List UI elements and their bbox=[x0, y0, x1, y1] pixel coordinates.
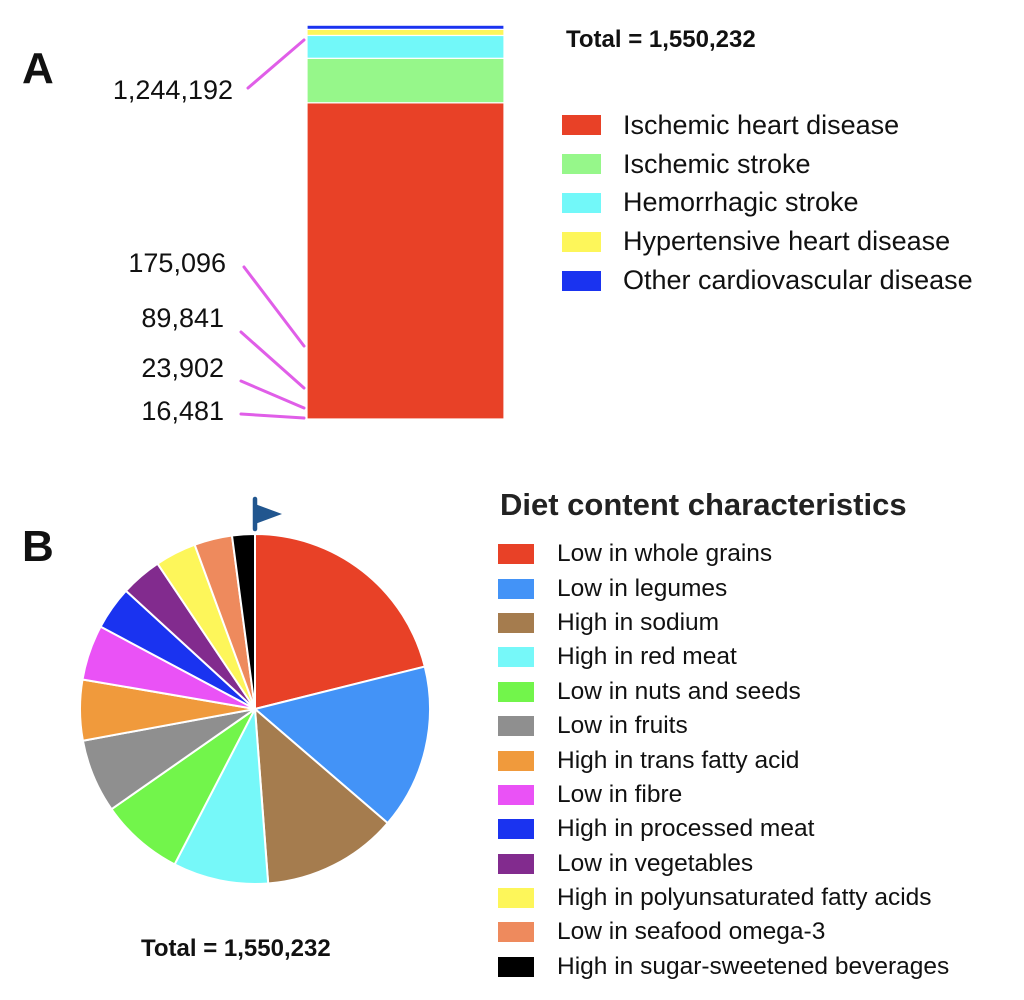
bar-chart-total: Total = 1,550,232 bbox=[566, 26, 756, 53]
legend-swatch bbox=[498, 819, 534, 840]
legend-swatch bbox=[498, 922, 534, 943]
legend-item-ischemic-heart-disease: Ischemic heart disease bbox=[562, 106, 973, 145]
legend-label: High in sodium bbox=[557, 608, 720, 636]
legend-swatch bbox=[498, 681, 534, 702]
legend-label: High in sugar-sweetened beverages bbox=[557, 952, 950, 980]
legend-swatch bbox=[498, 888, 534, 909]
bar-segment-hemorrhagic-stroke bbox=[306, 34, 505, 59]
legend-item-low-in-vegetables: Low in vegetables bbox=[498, 847, 949, 881]
legend-label: Low in legumes bbox=[557, 574, 728, 602]
legend-item-low-in-whole-grains: Low in whole grains bbox=[498, 537, 949, 571]
legend-label: Low in seafood omega-3 bbox=[557, 918, 826, 946]
value-label-ischemic-stroke: 175,096 bbox=[128, 248, 226, 278]
legend-swatch bbox=[498, 544, 534, 565]
legend-label: Hypertensive heart disease bbox=[623, 226, 951, 257]
legend-label: Ischemic stroke bbox=[623, 148, 811, 179]
legend-item-ischemic-stroke: Ischemic stroke bbox=[562, 145, 973, 184]
legend-label: High in trans fatty acid bbox=[557, 746, 800, 774]
legend-swatch bbox=[498, 716, 534, 737]
value-label-hypertensive-heart-disease: 23,902 bbox=[141, 353, 224, 383]
legend-swatch bbox=[562, 154, 601, 175]
legend-item-high-in-polyunsaturated-fatty-acids: High in polyunsaturated fatty acids bbox=[498, 881, 949, 915]
bar-segment-ischemic-stroke bbox=[306, 57, 505, 104]
legend-swatch bbox=[498, 853, 534, 874]
legend-swatch bbox=[562, 192, 601, 213]
legend-item-high-in-sugar-sweetened-beverages: High in sugar-sweetened beverages bbox=[498, 950, 949, 984]
legend-swatch bbox=[498, 647, 534, 668]
pie-slice-high-in-red-meat bbox=[173, 708, 270, 885]
panel-label-b: B bbox=[22, 522, 54, 571]
legend-label: High in polyunsaturated fatty acids bbox=[557, 884, 932, 912]
legend-item-hypertensive-heart-disease: Hypertensive heart disease bbox=[562, 222, 973, 261]
legend-label: High in red meat bbox=[557, 643, 737, 671]
pie-slice-high-in-sugar-sweetened-beverages bbox=[230, 533, 256, 710]
legend-label: Low in fruits bbox=[557, 712, 688, 740]
legend-label: Low in nuts and seeds bbox=[557, 677, 801, 705]
value-label-other-cardiovascular-disease: 16,481 bbox=[141, 396, 224, 426]
legend-item-low-in-legumes: Low in legumes bbox=[498, 571, 949, 605]
legend-label: Low in vegetables bbox=[557, 849, 754, 877]
legend-item-other-cardiovascular-disease: Other cardiovascular disease bbox=[562, 261, 973, 300]
legend-swatch bbox=[498, 956, 534, 977]
legend-item-high-in-processed-meat: High in processed meat bbox=[498, 812, 949, 846]
pie-chart-legend: Low in whole grains Low in legumes High in… bbox=[498, 537, 949, 984]
legend-swatch bbox=[562, 231, 601, 252]
legend-swatch bbox=[498, 578, 534, 599]
legend-label: Ischemic heart disease bbox=[623, 109, 900, 140]
bar-chart-legend: Ischemic heart disease Ischemic stroke Hem… bbox=[562, 106, 973, 300]
legend-swatch bbox=[498, 612, 534, 633]
leader-line-hypertensive-heart-disease bbox=[239, 379, 306, 410]
legend-item-low-in-nuts-and-seeds: Low in nuts and seeds bbox=[498, 675, 949, 709]
leader-line-ischemic-heart-disease bbox=[246, 38, 306, 90]
legend-label: High in processed meat bbox=[557, 815, 815, 843]
leader-line-ischemic-stroke bbox=[242, 265, 306, 348]
legend-item-high-in-red-meat: High in red meat bbox=[498, 640, 949, 674]
legend-item-high-in-sodium: High in sodium bbox=[498, 606, 949, 640]
legend-item-low-in-fruits: Low in fruits bbox=[498, 709, 949, 743]
panel-label-a: A bbox=[22, 44, 54, 93]
bar-segment-ischemic-heart-disease bbox=[306, 102, 505, 420]
pie-slice-high-in-sodium bbox=[254, 708, 389, 885]
legend-swatch bbox=[498, 750, 534, 771]
legend-label: Other cardiovascular disease bbox=[623, 265, 973, 296]
legend-label: Hemorrhagic stroke bbox=[623, 187, 859, 218]
bar-segment-other-cardiovascular-disease bbox=[306, 24, 505, 30]
legend-swatch bbox=[562, 115, 601, 136]
pie-slice-low-in-legumes bbox=[254, 665, 431, 825]
legend-item-hemorrhagic-stroke: Hemorrhagic stroke bbox=[562, 184, 973, 223]
legend-label: Low in fibre bbox=[557, 780, 683, 808]
legend-item-high-in-trans-fatty-acid: High in trans fatty acid bbox=[498, 743, 949, 777]
value-label-hemorrhagic-stroke: 89,841 bbox=[141, 303, 224, 333]
flag-icon bbox=[252, 496, 282, 532]
pie-chart-total: Total = 1,550,232 bbox=[141, 935, 331, 962]
leader-line-hemorrhagic-stroke bbox=[239, 330, 306, 390]
legend-swatch bbox=[498, 784, 534, 805]
leader-line-other-cardiovascular-disease bbox=[239, 412, 306, 420]
bar-segment-hypertensive-heart-disease bbox=[306, 28, 505, 37]
legend-item-low-in-fibre: Low in fibre bbox=[498, 778, 949, 812]
legend-item-low-in-seafood-omega-3: Low in seafood omega-3 bbox=[498, 915, 949, 949]
pie-slice-low-in-whole-grains bbox=[254, 533, 426, 710]
legend-label: Low in whole grains bbox=[557, 540, 773, 568]
pie-legend-title: Diet content characteristics bbox=[500, 487, 907, 522]
value-label-ischemic-heart-disease: 1,244,192 bbox=[113, 75, 233, 105]
legend-swatch bbox=[562, 270, 601, 291]
